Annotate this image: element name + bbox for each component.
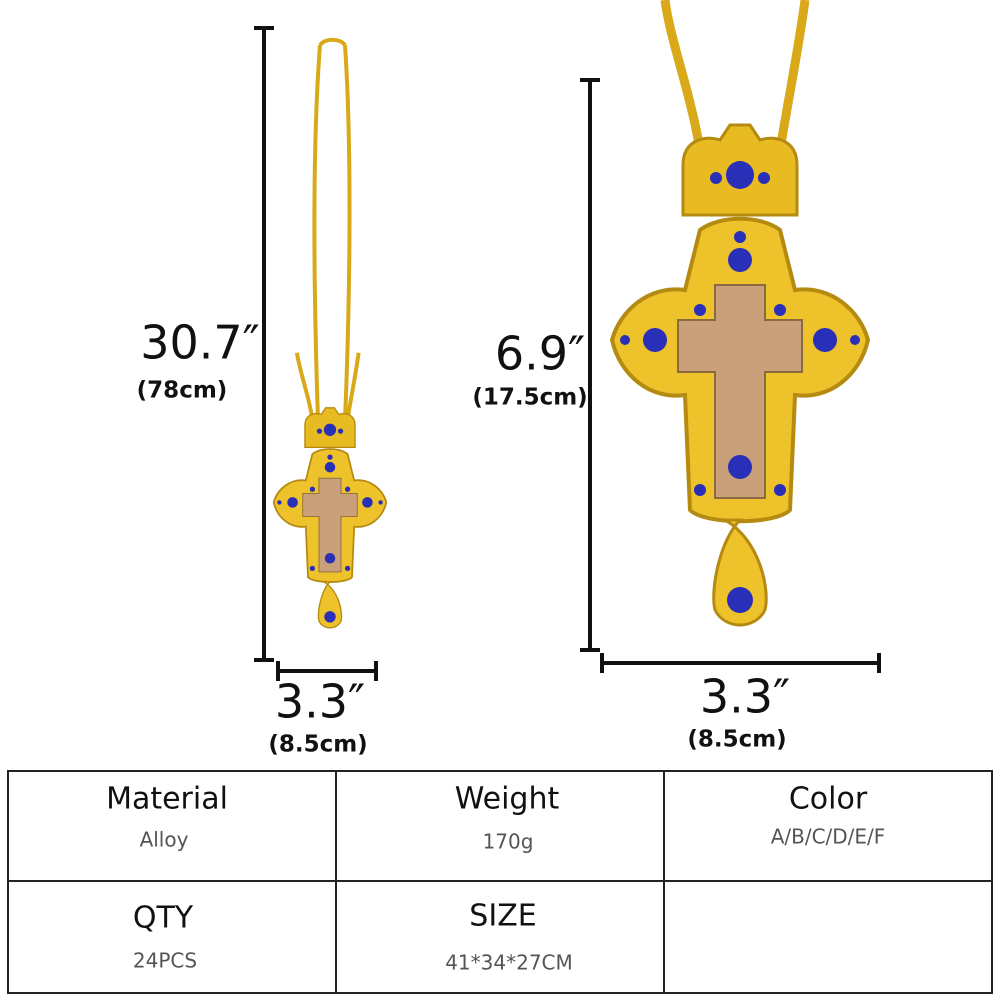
cell-value: A/B/C/D/E/F bbox=[771, 825, 886, 849]
small-cross-image bbox=[271, 350, 389, 630]
left-height: 30.7″ bbox=[140, 316, 260, 370]
cell-label: Weight bbox=[455, 782, 560, 817]
cell-value: 24PCS bbox=[133, 949, 197, 973]
left-height-dimension bbox=[254, 26, 274, 662]
cell-value: 170g bbox=[483, 830, 534, 854]
small-chain bbox=[312, 37, 352, 421]
left-width-dimension bbox=[276, 661, 378, 681]
large-cross-image bbox=[612, 0, 868, 625]
left-height-cm: (78cm) bbox=[137, 378, 228, 404]
right-width: 3.3″ bbox=[700, 670, 790, 724]
right-height-cm: (17.5cm) bbox=[472, 385, 587, 411]
cell-value: Alloy bbox=[140, 828, 189, 852]
right-height-dimension bbox=[580, 78, 600, 652]
cell-label: Material bbox=[106, 782, 228, 817]
right-width-dimension bbox=[600, 653, 881, 673]
left-width: 3.3″ bbox=[275, 675, 365, 729]
cell-label: QTY bbox=[133, 901, 194, 936]
spec-table-grid bbox=[7, 770, 993, 994]
cell-label: Color bbox=[789, 782, 868, 817]
left-width-cm: (8.5cm) bbox=[268, 732, 367, 758]
right-height: 6.9″ bbox=[495, 327, 585, 381]
cell-value: 41*34*27CM bbox=[445, 951, 573, 975]
cell-label: SIZE bbox=[469, 899, 536, 934]
right-width-cm: (8.5cm) bbox=[687, 727, 786, 753]
